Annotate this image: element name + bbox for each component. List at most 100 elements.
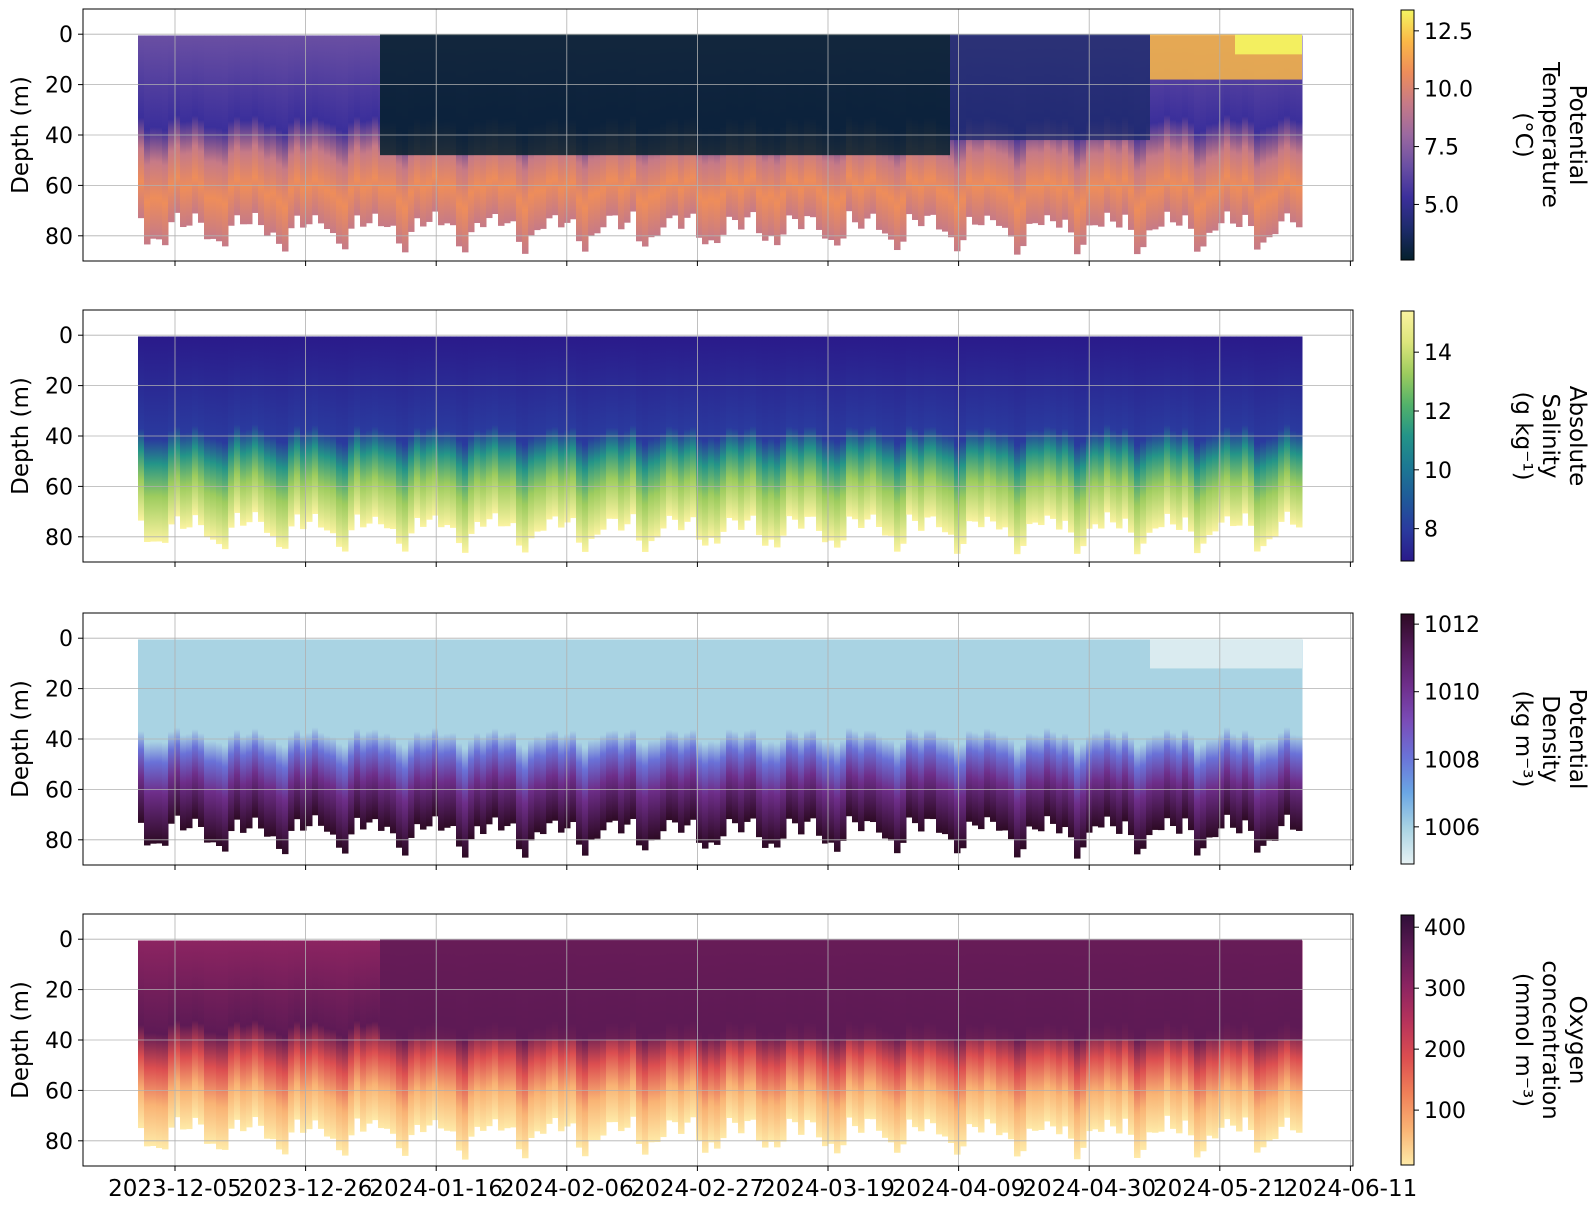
data-column [786,639,793,819]
data-column [198,940,205,1125]
data-column [234,639,241,820]
data-column [618,336,625,531]
grid [83,9,1353,261]
data-column [774,639,781,848]
data-column [138,940,145,1129]
data-column [432,639,439,817]
data-column [252,35,259,213]
data-column [558,336,565,528]
data-column [948,639,955,840]
data-column [954,639,961,854]
data-column [984,639,991,818]
data-column [654,639,661,840]
data-column [1218,639,1225,829]
data-column [1020,940,1027,1152]
data-column [192,336,199,516]
data-column [1152,639,1159,830]
data-column [858,639,865,832]
data-column [510,336,517,524]
data-column [660,639,667,832]
data-column [168,336,175,525]
data-column [900,940,907,1145]
data-column [186,336,193,528]
y-tick-label: 60 [45,174,73,199]
data-column [354,336,361,515]
data-field [138,336,1303,555]
data-column [498,639,505,831]
data-column [1164,336,1171,514]
data-column [942,336,949,533]
data-column [144,639,151,846]
data-column [396,639,403,848]
y-axis-label: Depth (m) [8,981,34,1099]
y-axis-label: Depth (m) [8,76,34,194]
data-column [1044,639,1051,817]
data-column [666,336,673,516]
colorbar-label: Oxygen [1564,996,1590,1085]
data-column [1242,336,1249,514]
data-column [288,639,295,831]
data-column [738,336,745,530]
data-column [516,639,523,850]
data-column [678,336,685,531]
y-tick-label: 60 [45,475,73,500]
data-column [222,336,229,550]
data-column [630,336,637,515]
data-column [738,639,745,833]
data-column [462,336,469,553]
data-column [966,639,973,822]
data-column [162,35,169,246]
data-column [804,336,811,517]
data-column [174,336,181,517]
colorbar-label: (°C) [1510,112,1536,158]
data-column [852,336,859,520]
data-column [774,336,781,548]
data-column [222,35,229,247]
data-column [162,940,169,1150]
data-column [1296,639,1303,831]
data-column [138,336,145,521]
data-column [384,336,391,529]
data-column [846,639,853,817]
data-column [1278,639,1285,827]
data-column [474,639,481,827]
data-column [204,336,211,538]
data-column [1212,336,1219,532]
data-column [372,35,379,214]
colorbar-label: Temperature [1537,61,1563,208]
data-column [642,940,649,1155]
cold-layer [950,34,1150,141]
data-column [1170,35,1177,223]
data-column [480,639,487,835]
data-column [408,336,415,534]
data-column [912,639,919,824]
data-column [1140,639,1147,849]
data-column [690,336,697,518]
data-column [768,940,775,1142]
data-column [792,336,799,520]
data-column [576,639,583,845]
data-column [714,336,721,544]
data-column [924,336,931,518]
data-column [720,639,727,837]
data-column [456,336,463,544]
data-column [516,336,523,546]
data-column [360,940,367,1132]
data-column [174,940,181,1118]
data-column [1284,336,1291,512]
data-column [522,336,529,553]
data-column [780,940,787,1142]
data-column [852,639,859,823]
data-column [354,940,361,1119]
data-column [816,639,823,836]
data-column [708,336,715,538]
data-column [894,940,901,1153]
data-column [366,336,373,524]
data-column [1242,35,1249,215]
data-column [306,336,313,522]
data-column [1260,35,1267,243]
data-column [1194,35,1201,252]
data-column [1158,35,1165,227]
data-column [996,336,1003,530]
data-column [246,940,253,1128]
